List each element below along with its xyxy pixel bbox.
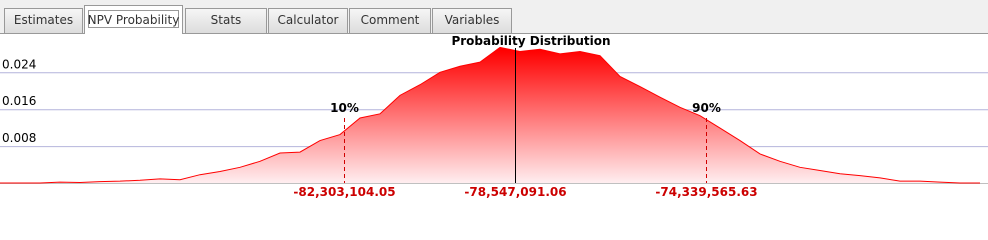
area — [0, 47, 980, 183]
tab-background[interactable] — [268, 8, 348, 34]
y-tick-label: 0.024 — [2, 57, 36, 71]
tab-label[interactable]: Calculator — [278, 13, 339, 27]
marker-label: 10% — [330, 101, 359, 115]
tab-background[interactable] — [4, 8, 83, 34]
marker-value-label: -82,303,104.05 — [293, 185, 395, 199]
screen: Estimates NPV Probability Stats Calculator C… — [0, 0, 988, 199]
tab-label[interactable]: Estimates — [14, 13, 73, 27]
tab-focus — [88, 10, 179, 28]
tab-background[interactable] — [185, 8, 267, 34]
marker-value-label: -78,547,091.06 — [464, 185, 566, 199]
tab-label[interactable]: Comment — [361, 13, 420, 27]
tab[interactable]: Variables — [432, 8, 512, 34]
marker-value-label: -74,339,565.63 — [655, 185, 757, 199]
tab-background[interactable] — [432, 8, 512, 34]
chart-title: Probability Distribution — [451, 34, 610, 48]
tab[interactable]: Estimates — [4, 8, 83, 34]
tab[interactable]: NPV Probability — [84, 5, 183, 34]
line — [0, 46, 980, 184]
tab[interactable]: Stats — [185, 8, 267, 34]
tab-label[interactable]: Stats — [211, 13, 242, 27]
marker-label: 90% — [692, 101, 721, 115]
tab[interactable]: Calculator — [268, 8, 348, 34]
tab-label[interactable]: Variables — [445, 13, 500, 27]
tab-background[interactable] — [349, 8, 431, 34]
tab-label[interactable]: NPV Probability — [88, 13, 180, 27]
y-tick-label: 0.016 — [2, 94, 36, 108]
tab[interactable]: Comment — [349, 8, 431, 34]
y-tick-label: 0.008 — [2, 131, 36, 145]
